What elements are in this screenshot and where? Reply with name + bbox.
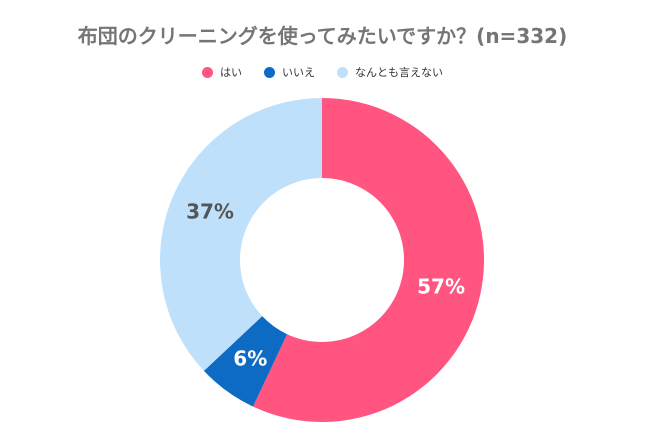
legend-swatch-no: [264, 66, 275, 78]
slice-label-no: 6%: [233, 347, 267, 371]
legend-label-no: いいえ: [282, 66, 315, 79]
legend: はい いいえ なんとも言えない: [0, 64, 645, 80]
legend-item-undecided: なんとも言えない: [337, 64, 443, 80]
legend-swatch-undecided: [337, 66, 348, 78]
slice-undecided: [159, 98, 322, 371]
legend-label-undecided: なんとも言えない: [355, 66, 443, 79]
legend-swatch-yes: [202, 66, 213, 78]
chart-title: 布団のクリーニングを使ってみたいですか？(n=332): [77, 24, 568, 48]
slice-yes: [253, 98, 485, 423]
slice-no: [203, 316, 288, 407]
slice-label-undecided: 37%: [186, 200, 234, 224]
legend-item-yes: はい: [202, 64, 242, 80]
slice-label-yes: 57%: [417, 275, 465, 299]
legend-item-no: いいえ: [264, 64, 315, 80]
legend-label-yes: はい: [220, 66, 242, 79]
